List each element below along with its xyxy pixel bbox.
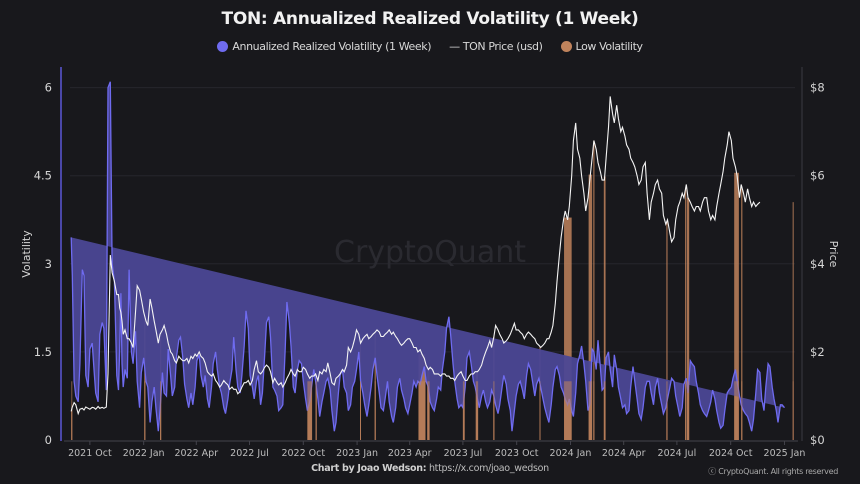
low-volatility-band — [734, 172, 739, 440]
low-volatility-band-overlay — [374, 381, 376, 440]
low-volatility-band-overlay — [603, 381, 606, 440]
x-ticks: 2021 Oct 2022 Jan 2022 Apr 2022 Jul 2022 Oct… — [68, 441, 805, 459]
low-volatility-legend-dot-icon — [560, 41, 572, 52]
volatility-line — [70, 81, 786, 432]
low-volatility-band-overlay — [685, 381, 687, 440]
legend-label-price: — TON Price (usd) — [449, 40, 543, 53]
x-tick-label: 2021 Oct — [68, 448, 112, 459]
left-y-tick-label: 1.5 — [34, 345, 52, 359]
right-y-tick-label: $6 — [810, 169, 825, 183]
credit-author: Chart by Joao Wedson: — [311, 463, 427, 474]
left-y-ticks: 0 1.5 3 4.5 6 — [34, 81, 52, 447]
left-y-tick-label: 4.5 — [34, 169, 52, 183]
low-volatility-band-overlay — [144, 381, 146, 440]
right-y-tick-label: $8 — [810, 81, 825, 95]
low-volatility-band-overlay — [315, 381, 317, 440]
low-volatility-band-overlay — [462, 381, 465, 440]
low-volatility-bands-overlay — [71, 381, 794, 440]
right-axis-title: Price — [827, 241, 840, 268]
x-tick-label: 2024 Jul — [658, 448, 697, 459]
x-tick-label: 2024 Apr — [602, 448, 646, 459]
x-tick-label: 2023 Apr — [388, 448, 432, 459]
x-tick-label: 2024 Jan — [550, 448, 592, 459]
low-volatility-band-overlay — [686, 381, 690, 440]
x-tick-label: 2022 Jan — [123, 448, 165, 459]
low-volatility-band-overlay — [741, 381, 743, 440]
low-volatility-band-overlay — [564, 381, 572, 440]
low-volatility-band-overlay — [475, 381, 479, 440]
legend-item-low-volatility[interactable]: Low Volatility — [560, 40, 643, 53]
low-volatility-band — [603, 176, 606, 440]
left-y-tick-label: 0 — [45, 433, 52, 447]
right-y-tick-label: $4 — [810, 257, 825, 271]
volatility-legend-dot-icon — [217, 41, 229, 52]
low-volatility-band — [666, 221, 668, 440]
left-y-tick-label: 6 — [45, 81, 52, 95]
legend-item-price[interactable]: — TON Price (usd) — [449, 40, 543, 53]
price-line — [70, 96, 761, 416]
low-volatility-band — [588, 174, 593, 440]
low-volatility-band — [593, 140, 595, 440]
right-y-tick-label: $0 — [810, 433, 825, 447]
low-volatility-band-overlay — [418, 381, 426, 440]
legend-label-low-volatility: Low Volatility — [575, 40, 643, 53]
low-volatility-band — [144, 316, 146, 440]
copyright: ⓒ CryptoQuant. All rights reserved — [708, 467, 838, 476]
x-tick-label: 2024 Oct — [709, 448, 753, 459]
footer-credit: Chart by Joao Wedson: https://x.com/joao… — [0, 463, 860, 474]
x-tick-label: 2022 Apr — [174, 448, 218, 459]
low-volatility-band-overlay — [307, 381, 313, 440]
low-volatility-band-overlay — [493, 381, 495, 440]
right-y-tick-label: $2 — [810, 345, 825, 359]
chart-legend: Annualized Realized Volatility (1 Week) … — [0, 40, 860, 53]
left-axis-title: Volatility — [20, 230, 33, 278]
low-volatility-band-overlay — [593, 381, 595, 440]
low-volatility-band-overlay — [588, 381, 593, 440]
low-volatility-band — [564, 217, 572, 440]
low-volatility-band — [741, 186, 743, 440]
low-volatility-band-overlay — [160, 381, 162, 440]
left-y-tick-label: 3 — [45, 257, 52, 271]
x-tick-label: 2022 Oct — [281, 448, 325, 459]
low-volatility-band-overlay — [539, 381, 541, 440]
right-y-ticks: $0 $2 $4 $6 $8 — [810, 81, 825, 447]
credit-link[interactable]: https://x.com/joao_wedson — [428, 463, 549, 474]
low-volatility-band — [792, 202, 794, 440]
low-volatility-band — [686, 197, 690, 440]
low-volatility-band-overlay — [666, 381, 668, 440]
x-tick-label: 2025 Jan — [764, 448, 806, 459]
low-volatility-band — [685, 187, 687, 440]
low-volatility-band-overlay — [360, 381, 361, 440]
x-tick-label: 2023 Oct — [495, 448, 539, 459]
legend-label-volatility: Annualized Realized Volatility (1 Week) — [232, 40, 432, 53]
low-volatility-band-overlay — [427, 381, 430, 440]
x-tick-label: 2023 Jul — [444, 448, 483, 459]
x-tick-label: 2023 Jan — [336, 448, 378, 459]
x-tick-label: 2022 Jul — [230, 448, 269, 459]
low-volatility-band-overlay — [734, 381, 739, 440]
chart-title: TON: Annualized Realized Volatility (1 W… — [221, 9, 639, 29]
low-volatility-band-overlay — [792, 381, 794, 440]
legend-item-volatility[interactable]: Annualized Realized Volatility (1 Week) — [217, 40, 432, 53]
watermark: CryptoQuant — [334, 235, 526, 270]
